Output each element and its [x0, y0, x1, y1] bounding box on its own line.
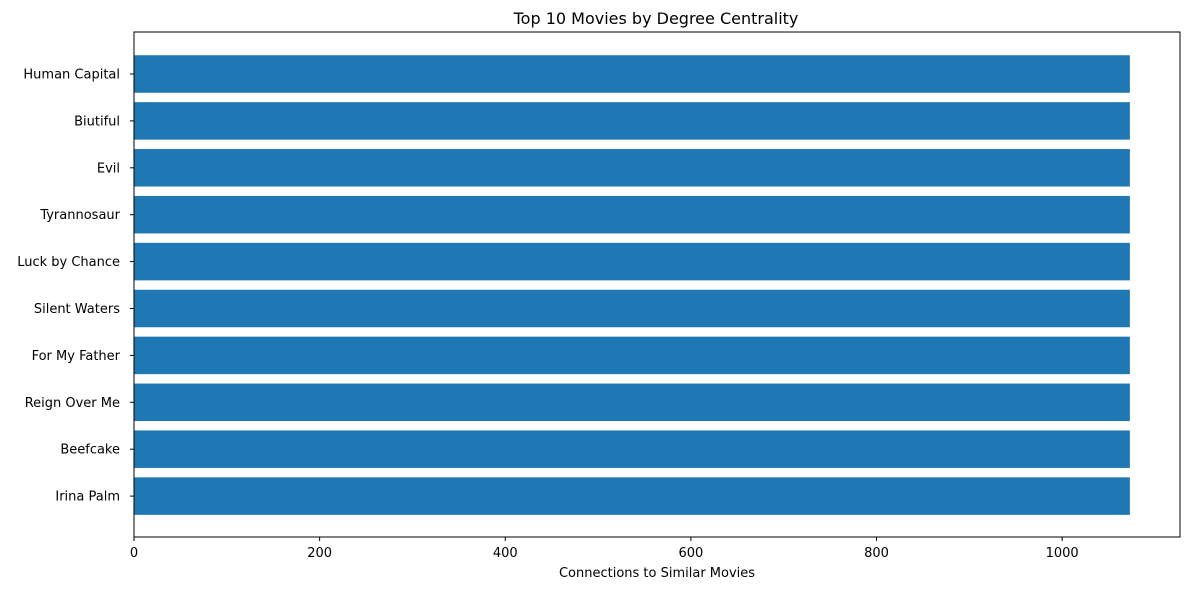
x-tick-label: 200 — [307, 546, 332, 561]
bar — [134, 289, 1130, 328]
x-tick-label: 1000 — [1046, 546, 1079, 561]
y-tick-label: Silent Waters — [34, 302, 120, 317]
y-tick-label: Evil — [97, 161, 120, 176]
plot-frame — [133, 31, 1181, 538]
bar — [134, 195, 1130, 234]
y-tick-label: Irina Palm — [55, 490, 120, 505]
bar — [134, 430, 1130, 468]
x-tick-label: 400 — [493, 546, 518, 561]
bar — [134, 477, 1130, 515]
x-tick-label: 600 — [678, 546, 703, 561]
bar — [134, 149, 1130, 187]
y-tick-label: Luck by Chance — [17, 255, 120, 270]
y-tick-label: Beefcake — [60, 443, 120, 458]
y-tick-label: Tyrannosaur — [39, 208, 120, 223]
x-tick-label: 0 — [130, 546, 138, 561]
bar — [134, 383, 1130, 422]
chart-title: Top 10 Movies by Degree Centrality — [513, 9, 799, 28]
y-axis-ticks: Human Capital Biutiful Evil Tyrannosaur Luck… — [17, 68, 134, 505]
y-tick-label: For My Father — [32, 349, 121, 364]
y-tick-label: Biutiful — [74, 114, 120, 129]
y-tick-label: Human Capital — [23, 68, 120, 83]
x-tick-label: 800 — [864, 546, 889, 561]
y-tick-label: Reign Over Me — [25, 396, 120, 411]
bar — [134, 102, 1130, 140]
bars-group — [134, 55, 1130, 515]
bar — [134, 242, 1130, 281]
x-axis-ticks: 0 200 400 600 800 1000 — [130, 537, 1079, 561]
bar — [134, 55, 1130, 93]
x-axis-label: Connections to Similar Movies — [559, 566, 755, 581]
bar — [134, 336, 1130, 375]
